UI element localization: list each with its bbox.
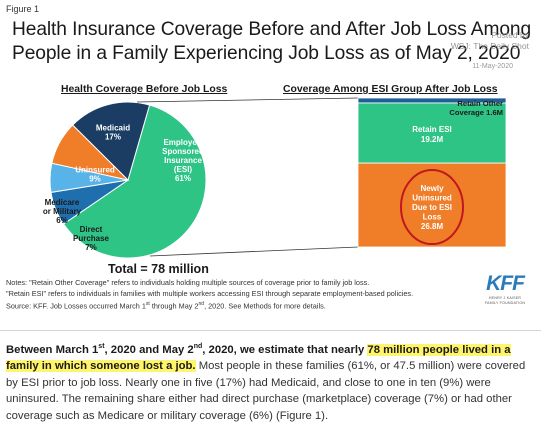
source-text-c: , 2020. See Methods for more details. bbox=[204, 301, 326, 311]
section-divider bbox=[0, 330, 541, 331]
para-sup-1: st bbox=[98, 343, 105, 351]
kff-logo-sub-2: FAMILY FOUNDATION bbox=[484, 300, 526, 305]
source-text-b: through May 2 bbox=[149, 301, 199, 311]
bar-label-retain-esi: Retain ESI 19.2M bbox=[412, 125, 452, 144]
bar-segment-2 bbox=[357, 162, 507, 248]
pie-label-direct: Direct Purchase 7% bbox=[73, 225, 110, 252]
pie-total-label: Total = 78 million bbox=[108, 262, 209, 276]
note-line-1: Notes: "Retain Other Coverage" refers to… bbox=[6, 278, 370, 287]
source-line: Source: KFF. Job Losses occurred March 1… bbox=[6, 299, 466, 312]
watermark: Posted by WSJ: The Daily Shot bbox=[409, 30, 529, 52]
para-lead-2: , 2020 and May 2 bbox=[104, 344, 194, 356]
source-sup-2: nd bbox=[198, 301, 205, 307]
watermark-date: 11-May-2020 bbox=[472, 63, 513, 70]
connector-top bbox=[136, 97, 359, 103]
figure-label: Figure 1 bbox=[6, 4, 40, 14]
pie-label-esi: Employer-Sponsored Insurance (ESI) 61% bbox=[162, 138, 204, 183]
pie-label-medicare: Medicare or Military 6% bbox=[43, 198, 82, 225]
kff-logo: KFF HENRY J KAISER FAMILY FOUNDATION bbox=[476, 272, 534, 305]
stacked-bar-chart: Retain Other Coverage 1.6M Retain ESI 19.2M… bbox=[357, 97, 507, 248]
chart-notes: Notes: "Retain Other Coverage" refers to… bbox=[6, 278, 466, 312]
pie-chart-title: Health Coverage Before Job Loss bbox=[61, 84, 228, 95]
summary-paragraph: Between March 1st, 2020 and May 2nd, 202… bbox=[6, 342, 536, 424]
note-line-2: "Retain ESI" refers to individuals in fa… bbox=[6, 288, 414, 298]
para-lead-3: , 2020, we estimate that nearly bbox=[202, 344, 368, 356]
para-lead-1: Between March 1 bbox=[6, 344, 99, 356]
connector-bottom bbox=[149, 246, 359, 257]
chart-title: Health Insurance Coverage Before and Aft… bbox=[12, 19, 532, 64]
para-body: Most people in these families (61%, or 4… bbox=[6, 360, 526, 422]
connector-lines bbox=[136, 97, 359, 257]
source-sup-1: st bbox=[145, 301, 150, 307]
pie-chart: Employer-Sponsored Insurance (ESI) 61% Direc… bbox=[43, 101, 207, 259]
pie-label-medicaid: Medicaid 17% bbox=[96, 124, 130, 142]
bar-segment-1 bbox=[357, 102, 507, 164]
bar-label-retain-other: Retain Other Coverage 1.6M bbox=[449, 99, 503, 117]
bar-chart-title: Coverage Among ESI Group After Job Loss bbox=[283, 84, 498, 95]
watermark-line-1: Posted by bbox=[491, 30, 529, 40]
watermark-line-2: WSJ: The Daily Shot bbox=[450, 41, 529, 51]
source-text-a: Source: KFF. Job Losses occurred March 1 bbox=[6, 301, 146, 311]
kff-logo-sub-1: HENRY J KAISER bbox=[488, 296, 522, 300]
pie-label-uninsured: Uninsured 9% bbox=[75, 166, 115, 184]
pie-slice-medicaid bbox=[71, 101, 151, 181]
para-sup-2: nd bbox=[193, 343, 203, 351]
charts-canvas: Employer-Sponsored Insurance (ESI) 61% Direc… bbox=[43, 97, 507, 259]
kff-logo-mark: KFF bbox=[486, 272, 525, 295]
highlight-circle bbox=[400, 169, 464, 246]
pie-slice-esi bbox=[62, 104, 207, 259]
bar-label-newly-uninsured: Newly Uninsured Due to ESI Loss 26.8M bbox=[412, 184, 452, 231]
